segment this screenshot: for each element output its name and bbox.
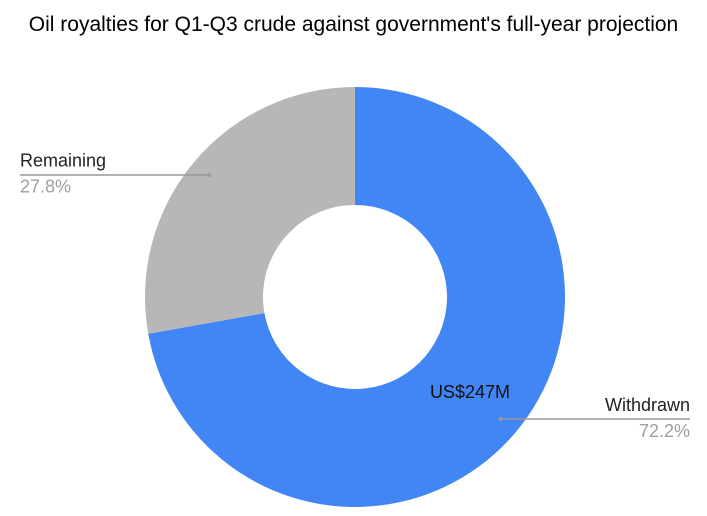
slice-label: Remaining — [20, 151, 106, 171]
donut-slice — [145, 87, 355, 334]
leader-dot — [207, 172, 212, 177]
slice-value-label: 72.2% — [639, 421, 690, 441]
annotation: US$247M — [430, 382, 510, 402]
leader-dot — [498, 417, 503, 422]
title-box: Oil royalties for Q1-Q3 crude against go… — [28, 14, 679, 36]
slice-label: Withdrawn — [605, 395, 690, 415]
donut-slice — [148, 87, 565, 508]
slice-value-label: 27.8% — [20, 177, 71, 197]
chart-title: Oil royalties for Q1-Q3 crude against go… — [28, 14, 679, 36]
